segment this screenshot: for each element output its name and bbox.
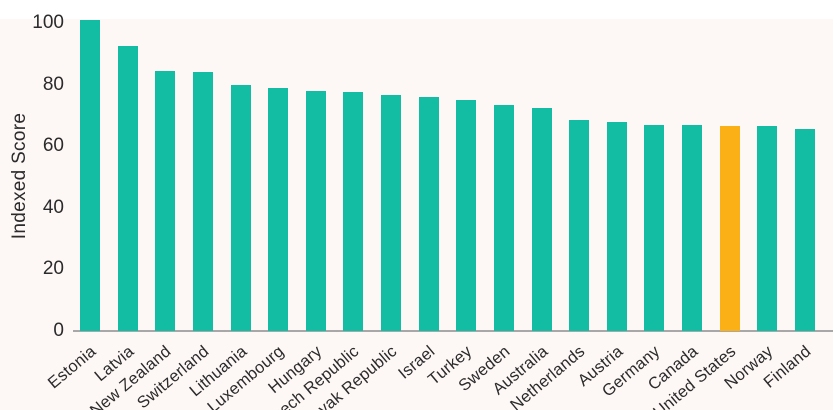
bar xyxy=(682,124,703,331)
y-axis-tick-label: 0 xyxy=(53,320,64,341)
y-axis-title: Indexed Score xyxy=(9,112,30,240)
bar xyxy=(381,95,402,331)
bar xyxy=(757,126,778,331)
bar xyxy=(531,107,552,331)
x-axis-line xyxy=(73,330,833,332)
y-axis-tick-label: 60 xyxy=(42,135,64,157)
bar xyxy=(456,100,477,331)
bar xyxy=(192,72,213,331)
bar xyxy=(418,96,439,331)
bar xyxy=(493,104,514,331)
bar xyxy=(155,70,176,331)
bar xyxy=(569,120,590,331)
bar xyxy=(606,121,627,331)
bar xyxy=(117,46,138,331)
bar xyxy=(230,84,251,331)
bar xyxy=(794,129,815,331)
bar xyxy=(80,19,100,331)
y-axis-tick-label: 80 xyxy=(42,73,64,95)
bar xyxy=(268,87,289,331)
bar xyxy=(305,90,326,331)
bar xyxy=(644,124,665,331)
y-axis-tick-label: 20 xyxy=(42,258,64,280)
bar xyxy=(343,92,364,331)
bar xyxy=(719,126,740,331)
y-axis-tick-label: 100 xyxy=(32,12,64,33)
y-axis-tick-label: 40 xyxy=(42,196,64,218)
